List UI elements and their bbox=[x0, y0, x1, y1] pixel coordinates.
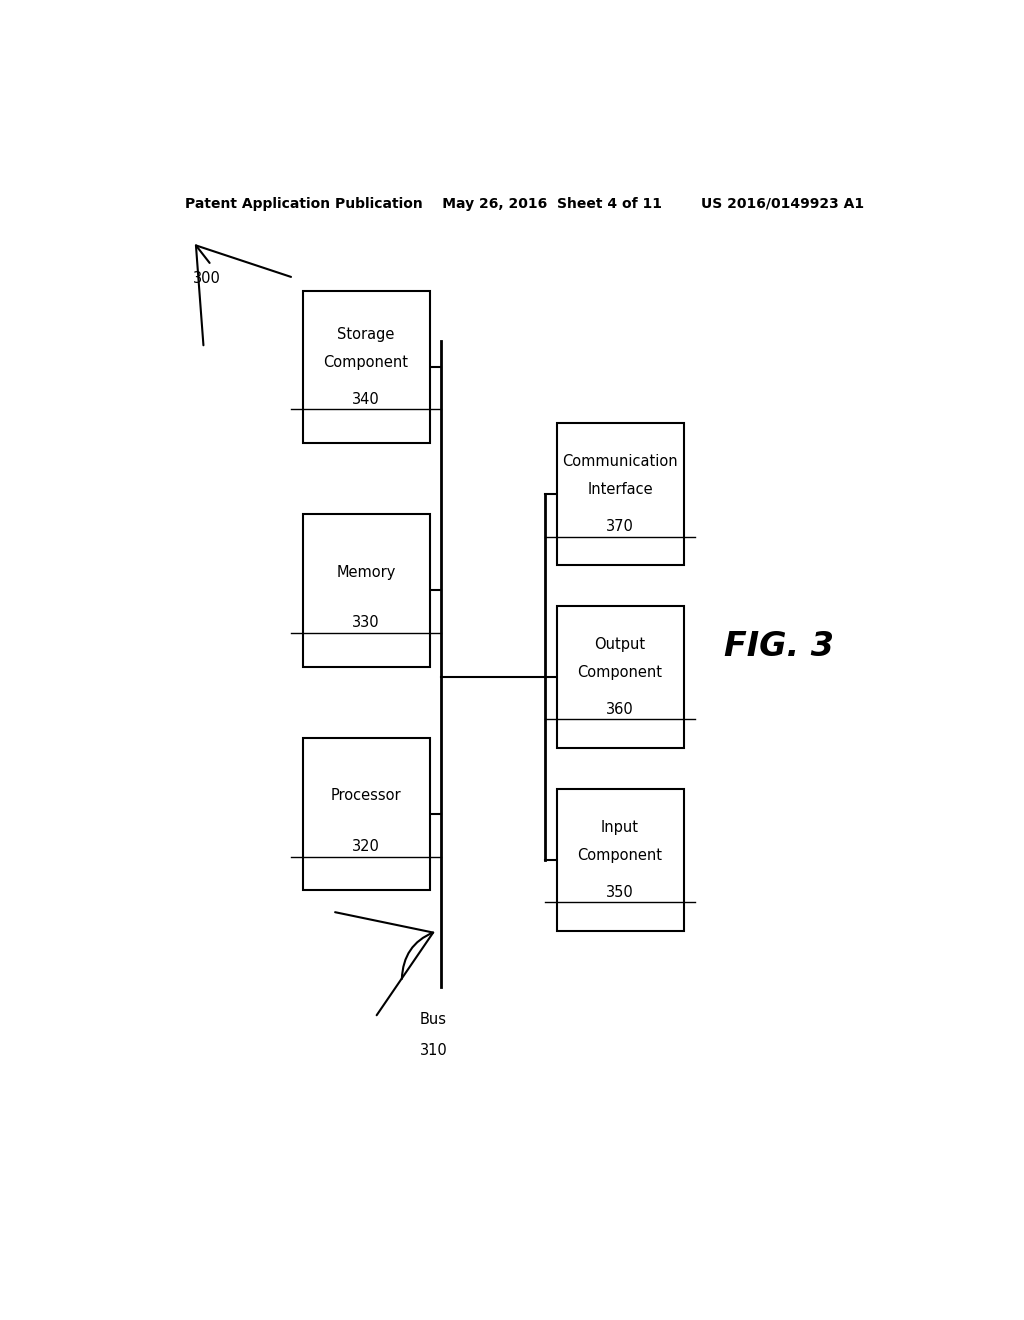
Text: Interface: Interface bbox=[587, 482, 653, 498]
Text: 350: 350 bbox=[606, 884, 634, 900]
Bar bbox=[557, 606, 684, 748]
Text: Output: Output bbox=[595, 636, 645, 652]
Text: Communication: Communication bbox=[562, 454, 678, 469]
Text: 360: 360 bbox=[606, 702, 634, 717]
Text: FIG. 3: FIG. 3 bbox=[724, 630, 834, 663]
Bar bbox=[303, 738, 430, 890]
Text: Storage: Storage bbox=[337, 327, 395, 342]
Text: Bus: Bus bbox=[420, 1012, 447, 1027]
Bar bbox=[557, 788, 684, 931]
Bar bbox=[303, 515, 430, 667]
Text: Input: Input bbox=[601, 820, 639, 834]
Text: 340: 340 bbox=[352, 392, 380, 407]
Text: 320: 320 bbox=[352, 840, 380, 854]
Text: Patent Application Publication    May 26, 2016  Sheet 4 of 11        US 2016/014: Patent Application Publication May 26, 2… bbox=[185, 197, 864, 211]
Text: 310: 310 bbox=[420, 1043, 447, 1057]
Text: 370: 370 bbox=[606, 519, 634, 533]
FancyArrowPatch shape bbox=[335, 912, 433, 1015]
Text: Processor: Processor bbox=[331, 788, 401, 803]
Text: 330: 330 bbox=[352, 615, 380, 631]
Text: Component: Component bbox=[578, 849, 663, 863]
Text: Component: Component bbox=[578, 665, 663, 680]
Bar bbox=[303, 290, 430, 444]
Text: Memory: Memory bbox=[337, 565, 395, 579]
Bar bbox=[557, 422, 684, 565]
Text: Component: Component bbox=[324, 355, 409, 370]
Text: 300: 300 bbox=[194, 271, 221, 286]
FancyArrowPatch shape bbox=[196, 246, 291, 346]
